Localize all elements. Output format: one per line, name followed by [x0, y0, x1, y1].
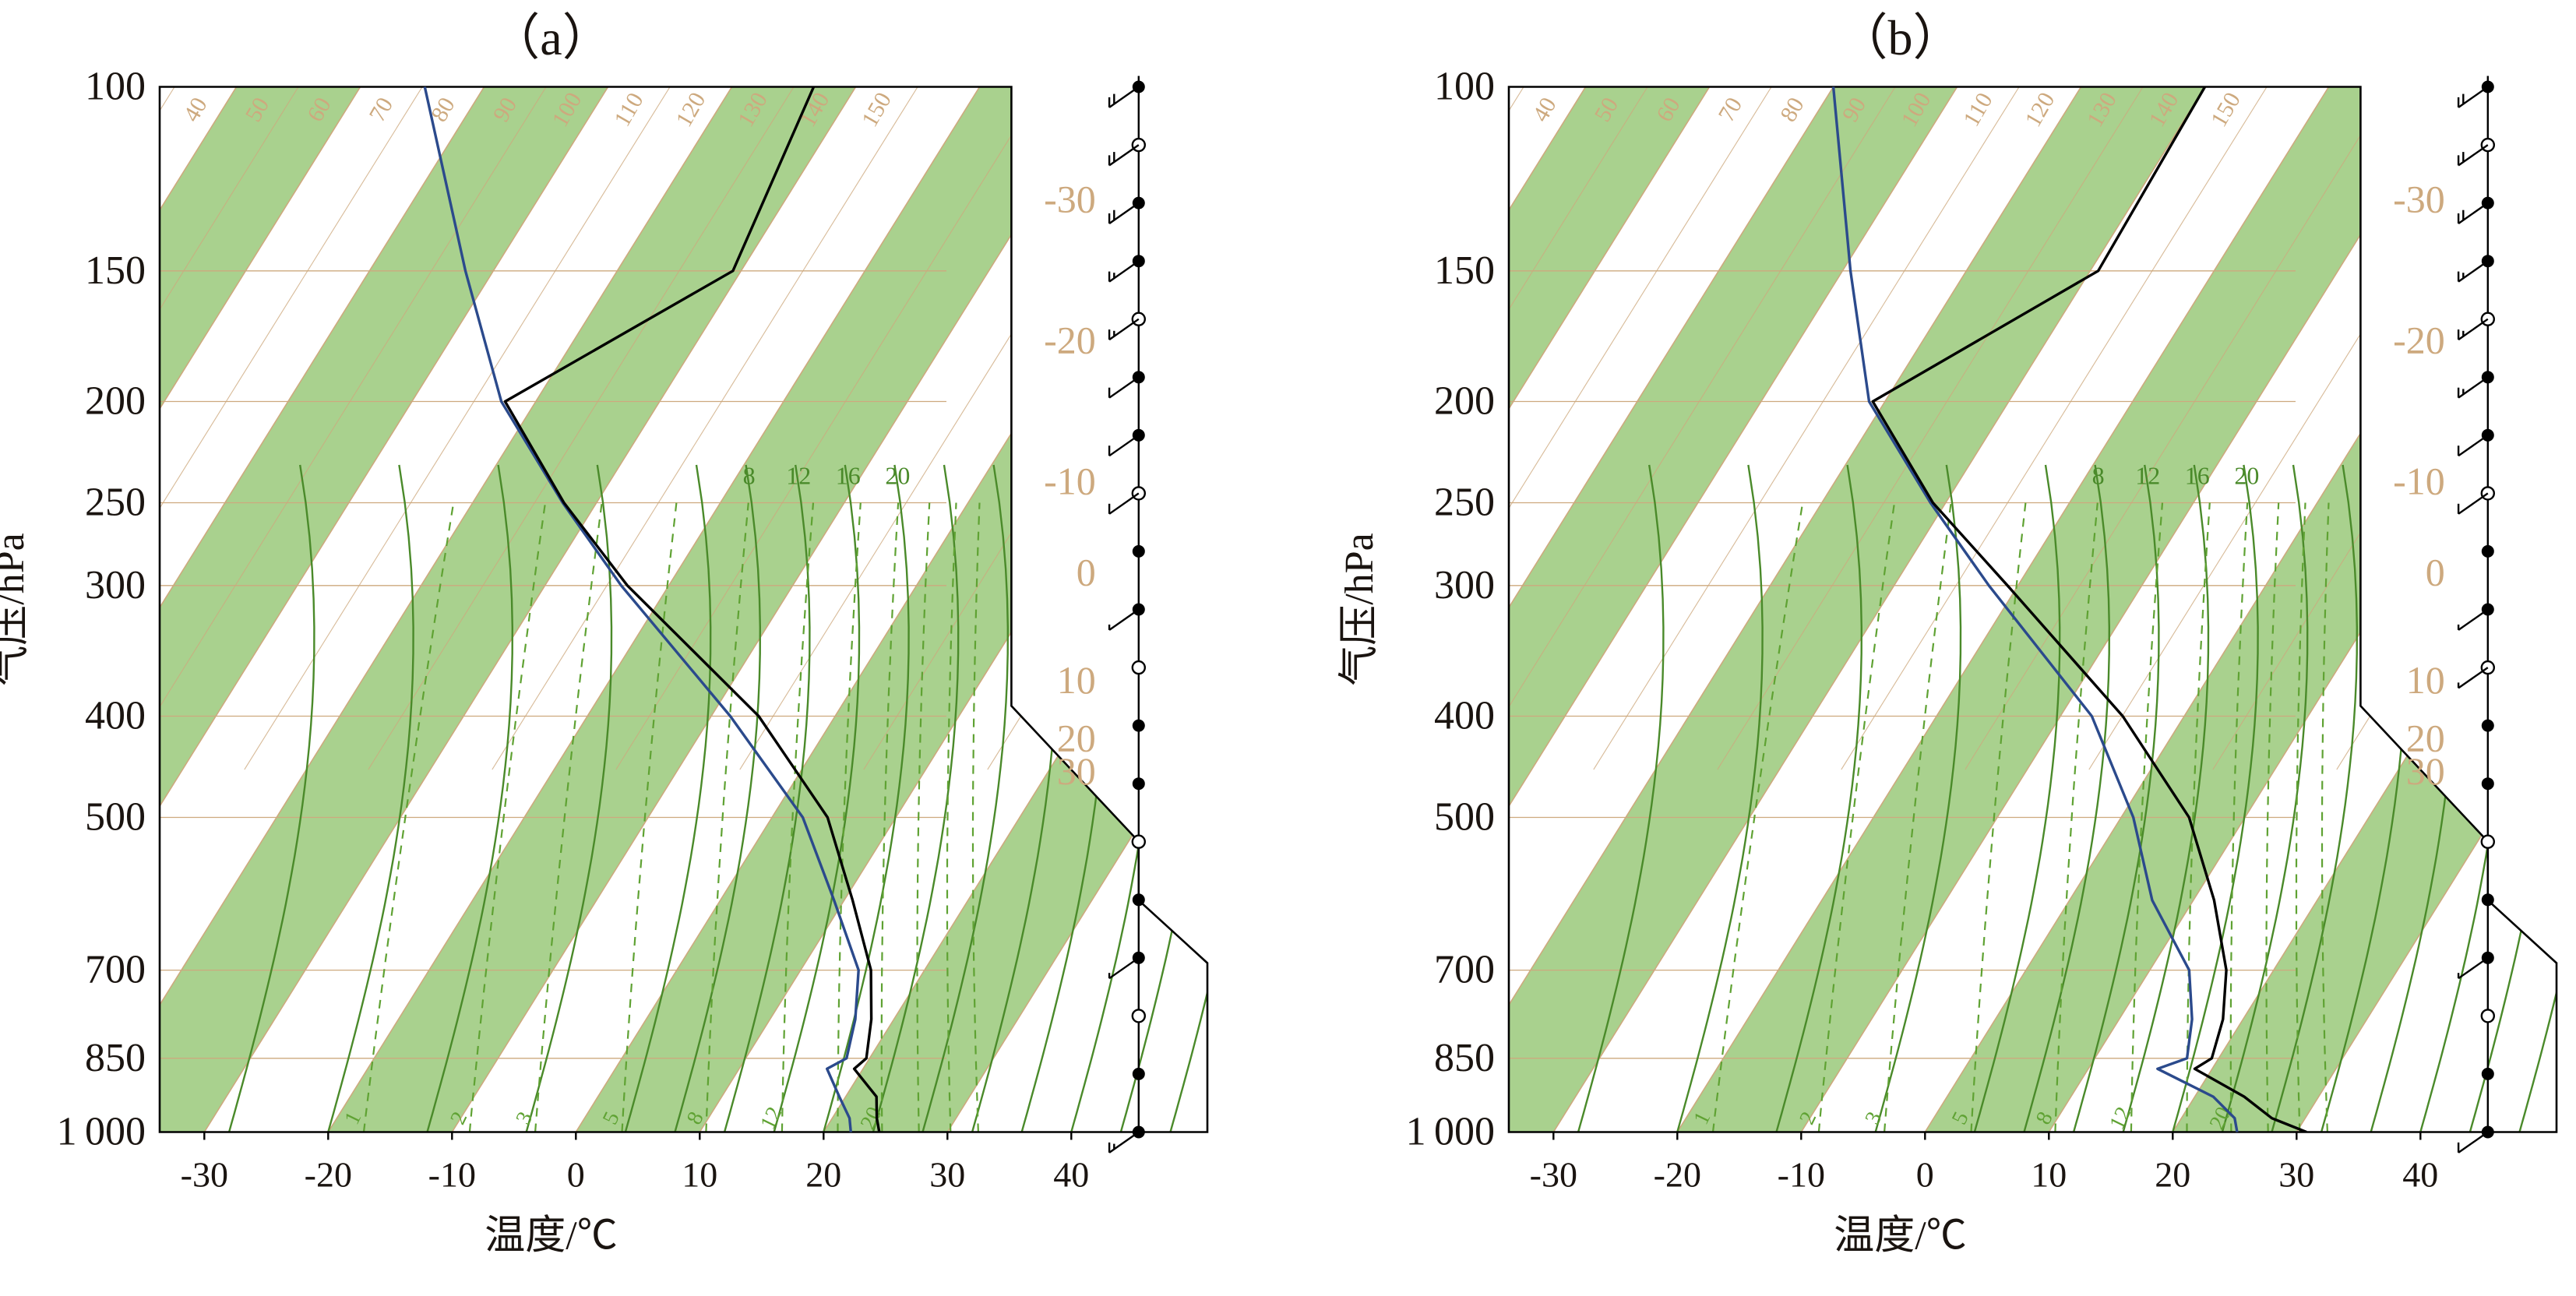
- svg-text:-30: -30: [181, 1155, 228, 1195]
- svg-text:10: 10: [2031, 1155, 2067, 1195]
- svg-text:-30: -30: [2393, 178, 2445, 221]
- svg-text:-20: -20: [2393, 319, 2445, 362]
- svg-text:12: 12: [2135, 462, 2160, 490]
- svg-text:150: 150: [1434, 248, 1495, 293]
- svg-text:-10: -10: [1044, 460, 1096, 503]
- svg-text:850: 850: [1434, 1036, 1495, 1080]
- svg-text:700: 700: [85, 948, 146, 992]
- svg-text:40: 40: [1053, 1155, 1089, 1195]
- svg-text:300: 300: [1434, 563, 1495, 608]
- svg-text:400: 400: [1434, 694, 1495, 738]
- svg-text:10: 10: [682, 1155, 717, 1195]
- svg-text:30: 30: [2278, 1155, 2314, 1195]
- svg-text:0: 0: [567, 1155, 585, 1195]
- svg-text:-10: -10: [428, 1155, 476, 1195]
- svg-text:500: 500: [85, 795, 146, 840]
- svg-text:200: 200: [85, 379, 146, 424]
- svg-text:400: 400: [85, 694, 146, 738]
- svg-text:温度/℃: 温度/℃: [1834, 1214, 1966, 1259]
- svg-text:150: 150: [85, 248, 146, 293]
- svg-text:16: 16: [836, 462, 861, 490]
- svg-text:30: 30: [1057, 749, 1096, 793]
- svg-text:-10: -10: [1778, 1155, 1825, 1195]
- svg-text:（b）: （b）: [1838, 10, 1963, 65]
- svg-text:8: 8: [2092, 462, 2105, 490]
- svg-text:200: 200: [1434, 379, 1495, 424]
- svg-text:700: 700: [1434, 948, 1495, 992]
- svg-text:30: 30: [929, 1155, 965, 1195]
- svg-text:100: 100: [85, 65, 146, 109]
- svg-text:-20: -20: [305, 1155, 352, 1195]
- svg-text:250: 250: [85, 481, 146, 525]
- svg-text:0: 0: [1916, 1155, 1934, 1195]
- svg-text:1 000: 1 000: [1406, 1110, 1495, 1154]
- svg-text:8: 8: [743, 462, 756, 490]
- svg-text:（a）: （a）: [490, 10, 611, 65]
- svg-text:20: 20: [2155, 1155, 2190, 1195]
- svg-text:20: 20: [805, 1155, 841, 1195]
- svg-text:30: 30: [2406, 749, 2445, 793]
- svg-text:10: 10: [1057, 658, 1096, 702]
- svg-text:1 000: 1 000: [57, 1110, 146, 1154]
- svg-text:0: 0: [1077, 551, 1096, 594]
- svg-text:0: 0: [2426, 551, 2445, 594]
- svg-text:-30: -30: [1044, 178, 1096, 221]
- svg-text:12: 12: [786, 462, 811, 490]
- svg-text:16: 16: [2185, 462, 2210, 490]
- svg-text:300: 300: [85, 563, 146, 608]
- svg-text:气压/hPa: 气压/hPa: [1337, 533, 1382, 685]
- svg-text:20: 20: [2234, 462, 2259, 490]
- svg-text:250: 250: [1434, 481, 1495, 525]
- svg-text:40: 40: [2402, 1155, 2438, 1195]
- svg-text:-20: -20: [1044, 319, 1096, 362]
- svg-text:温度/℃: 温度/℃: [485, 1214, 617, 1259]
- svg-text:10: 10: [2406, 658, 2445, 702]
- svg-text:-20: -20: [1654, 1155, 1701, 1195]
- svg-text:20: 20: [885, 462, 910, 490]
- svg-text:500: 500: [1434, 795, 1495, 840]
- svg-text:850: 850: [85, 1036, 146, 1080]
- svg-text:气压/hPa: 气压/hPa: [0, 533, 33, 685]
- svg-text:-10: -10: [2393, 460, 2445, 503]
- svg-text:-30: -30: [1530, 1155, 1577, 1195]
- svg-text:100: 100: [1434, 65, 1495, 109]
